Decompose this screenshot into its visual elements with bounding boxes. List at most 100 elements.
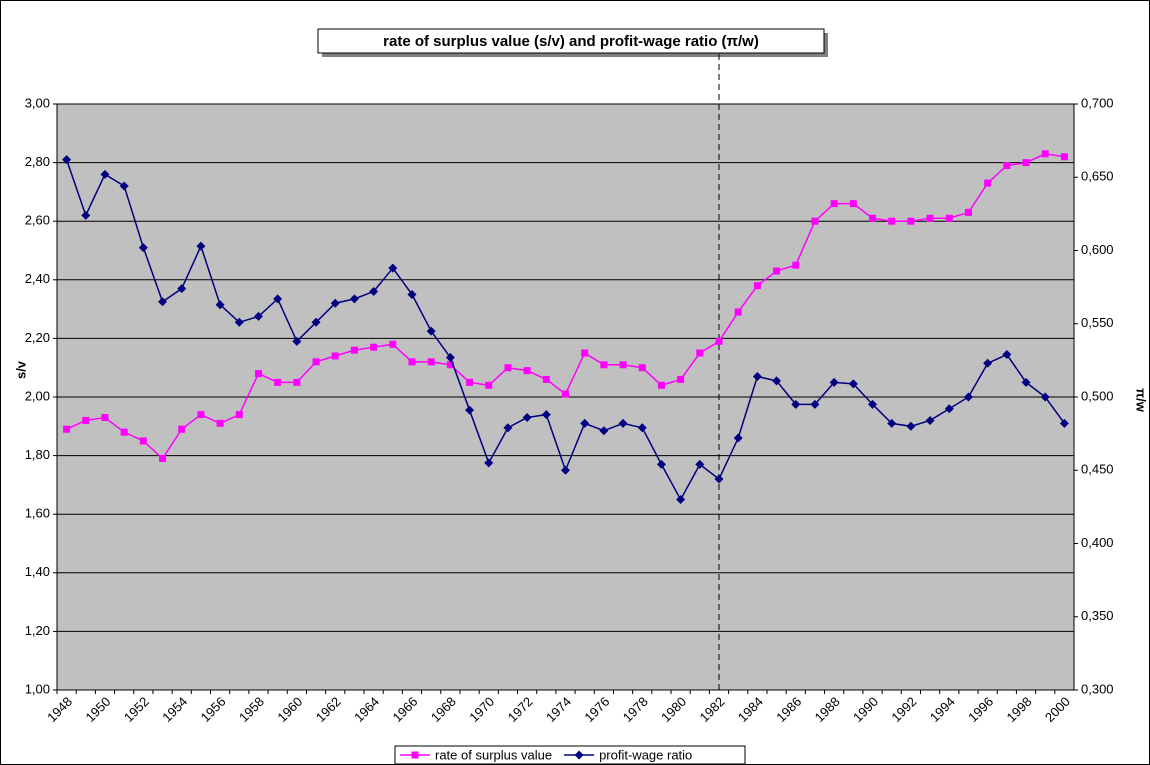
y2-tick-label: 0,550	[1081, 315, 1114, 330]
marker	[62, 155, 72, 165]
y2-tick-label: 0,600	[1081, 242, 1114, 257]
marker	[925, 415, 935, 425]
marker	[407, 289, 417, 299]
marker	[408, 358, 416, 366]
marker	[561, 465, 570, 475]
marker	[82, 416, 90, 424]
marker	[734, 308, 742, 316]
marker	[254, 370, 262, 378]
marker	[484, 458, 494, 468]
marker	[331, 352, 339, 360]
marker	[773, 267, 781, 275]
marker	[574, 750, 584, 760]
y-axis-label: s/v	[13, 360, 28, 379]
y-tick-label: 2,00	[25, 388, 50, 403]
marker	[1040, 392, 1050, 402]
marker	[370, 343, 378, 351]
marker	[849, 200, 857, 208]
marker	[446, 361, 454, 369]
marker	[733, 433, 743, 443]
marker	[963, 392, 973, 402]
y2-axis-label: π/w	[1134, 388, 1149, 413]
marker	[1003, 162, 1011, 170]
title-box	[317, 28, 825, 54]
marker	[926, 214, 934, 222]
marker	[984, 179, 992, 187]
marker	[234, 317, 244, 327]
marker	[1059, 418, 1069, 428]
marker	[293, 378, 301, 386]
y2-tick-label: 0,650	[1081, 169, 1114, 184]
marker	[197, 411, 205, 419]
marker	[944, 404, 954, 414]
marker	[714, 474, 724, 484]
marker	[465, 405, 475, 415]
marker	[907, 217, 915, 225]
marker	[445, 352, 455, 362]
marker	[466, 378, 474, 386]
marker	[945, 214, 953, 222]
marker	[138, 243, 148, 253]
marker	[618, 418, 628, 428]
marker	[139, 437, 147, 445]
marker	[503, 423, 513, 433]
marker	[235, 411, 243, 419]
marker	[349, 294, 359, 304]
marker	[869, 214, 877, 222]
marker	[581, 349, 589, 357]
marker	[619, 361, 627, 369]
marker	[178, 425, 186, 433]
marker	[485, 381, 493, 389]
marker	[811, 217, 819, 225]
marker	[63, 425, 71, 433]
marker	[830, 200, 838, 208]
marker	[1022, 159, 1030, 167]
marker	[427, 358, 435, 366]
y-tick-label: 3,00	[25, 95, 50, 110]
marker	[752, 371, 762, 381]
marker	[426, 326, 436, 336]
marker	[81, 210, 91, 220]
y-tick-label: 1,80	[25, 447, 50, 462]
marker	[1041, 150, 1049, 158]
marker	[274, 378, 282, 386]
marker	[676, 495, 686, 505]
y-tick-label: 2,60	[25, 213, 50, 228]
marker	[964, 208, 972, 216]
marker	[656, 459, 666, 469]
marker	[119, 181, 129, 191]
marker	[599, 426, 609, 436]
marker	[350, 346, 358, 354]
marker	[541, 410, 551, 420]
marker	[695, 459, 705, 469]
marker	[1021, 377, 1031, 387]
marker	[887, 418, 897, 428]
marker	[677, 375, 685, 383]
y2-tick-label: 0,400	[1081, 535, 1114, 550]
marker	[696, 349, 704, 357]
marker	[829, 377, 839, 387]
marker	[312, 358, 320, 366]
marker	[542, 375, 550, 383]
marker	[753, 282, 761, 290]
marker	[638, 364, 646, 372]
marker	[523, 367, 531, 375]
marker	[868, 399, 878, 409]
marker	[388, 263, 398, 273]
y-tick-label: 1,40	[25, 564, 50, 579]
marker	[292, 336, 302, 346]
y-tick-label: 2,80	[25, 154, 50, 169]
chart-title: rate of surplus value (s/v) and profit-w…	[383, 33, 759, 50]
y-tick-label: 2,40	[25, 271, 50, 286]
marker	[177, 284, 187, 294]
marker	[389, 340, 397, 348]
marker	[120, 428, 128, 436]
marker	[504, 364, 512, 372]
marker	[369, 287, 379, 297]
marker	[637, 423, 647, 433]
marker	[983, 358, 993, 368]
marker	[215, 300, 225, 310]
marker	[158, 297, 168, 307]
marker	[1060, 153, 1068, 161]
